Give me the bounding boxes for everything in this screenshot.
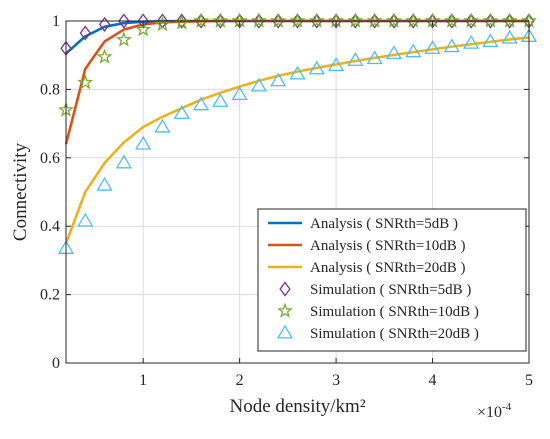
data-point bbox=[482, 12, 499, 28]
data-point bbox=[98, 16, 111, 33]
series-2 bbox=[64, 19, 529, 145]
data-point bbox=[270, 12, 287, 28]
y-tick-label: 0.6 bbox=[40, 150, 60, 167]
legend-entry: Analysis ( SNRth=20dB ) bbox=[310, 260, 466, 276]
data-point bbox=[77, 74, 94, 90]
data-point bbox=[366, 12, 383, 28]
axis-ticks: 1 2 3 4 5 0 0.2 0.4 0.6 0.8 1 bbox=[40, 13, 533, 389]
x-tick-label: 5 bbox=[525, 372, 533, 389]
x-exponent-power: -4 bbox=[502, 401, 512, 413]
data-point bbox=[250, 12, 267, 28]
legend-box bbox=[257, 208, 527, 352]
legend-entry: Analysis ( SNRth=5dB ) bbox=[310, 216, 458, 232]
data-point bbox=[137, 13, 149, 29]
x-axis-exponent: ×10-4 bbox=[477, 401, 512, 421]
legend-entry: Simulation ( SNRth=5dB ) bbox=[310, 282, 471, 298]
series-5 bbox=[58, 12, 537, 117]
data-point bbox=[270, 72, 287, 87]
data-point bbox=[289, 65, 306, 80]
data-point bbox=[443, 38, 460, 53]
x-axis-label: Node density/km² bbox=[229, 396, 365, 417]
data-point bbox=[192, 96, 210, 111]
legend-swatch bbox=[277, 302, 293, 318]
y-axis-label: Connectivity bbox=[10, 142, 31, 241]
legend: Analysis ( SNRth=5dB ) Analysis ( SNRth=1… bbox=[257, 208, 527, 352]
legend-entry: Simulation ( SNRth=10dB ) bbox=[310, 304, 479, 320]
data-point bbox=[173, 105, 190, 119]
data-point bbox=[289, 12, 306, 28]
data-point bbox=[347, 52, 364, 66]
y-tick-label: 0.2 bbox=[40, 287, 60, 304]
data-point bbox=[96, 48, 113, 64]
data-point bbox=[212, 93, 229, 107]
x-tick-label: 4 bbox=[429, 372, 437, 389]
data-point bbox=[308, 12, 325, 28]
y-tick-label: 0 bbox=[52, 355, 60, 372]
data-point bbox=[79, 25, 91, 41]
data-point bbox=[212, 12, 229, 28]
data-point bbox=[77, 212, 94, 227]
y-tick-label: 0.8 bbox=[40, 81, 60, 98]
data-point bbox=[443, 12, 460, 28]
x-exponent-base: ×10 bbox=[477, 404, 502, 421]
series-6 bbox=[57, 28, 538, 254]
axes-box bbox=[65, 20, 530, 364]
x-tick-label: 1 bbox=[139, 372, 147, 389]
data-point bbox=[135, 21, 152, 37]
legend-swatch bbox=[279, 281, 291, 297]
x-tick-label: 3 bbox=[332, 372, 340, 389]
legend-entry: Analysis ( SNRth=10dB ) bbox=[310, 238, 466, 254]
data-point bbox=[327, 57, 345, 72]
data-point bbox=[250, 77, 268, 92]
data-point bbox=[424, 40, 441, 54]
data-point bbox=[405, 12, 422, 28]
data-point bbox=[405, 43, 422, 58]
data-point bbox=[135, 135, 152, 150]
data-point bbox=[176, 13, 188, 29]
data-point bbox=[115, 154, 133, 169]
data-point bbox=[154, 118, 171, 133]
data-point bbox=[462, 34, 480, 49]
data-point bbox=[501, 12, 518, 28]
y-tick-label: 0.4 bbox=[40, 218, 60, 235]
data-point bbox=[118, 13, 130, 29]
data-point bbox=[385, 45, 403, 60]
data-point bbox=[193, 12, 210, 28]
series-3 bbox=[64, 36, 530, 244]
data-point bbox=[463, 12, 480, 28]
y-tick-label: 1 bbox=[52, 13, 60, 30]
data-point bbox=[154, 16, 171, 32]
series-line bbox=[64, 19, 529, 145]
legend-swatch bbox=[276, 324, 294, 339]
data-point bbox=[308, 60, 325, 75]
series-line bbox=[64, 36, 530, 244]
data-point bbox=[366, 50, 383, 65]
x-tick-label: 2 bbox=[236, 372, 244, 389]
data-point bbox=[231, 86, 248, 101]
data-point bbox=[96, 176, 113, 191]
data-point bbox=[115, 31, 132, 47]
legend-entry: Simulation ( SNRth=20dB ) bbox=[310, 326, 479, 342]
data-point bbox=[501, 29, 518, 44]
data-point bbox=[347, 12, 364, 28]
data-point bbox=[385, 12, 402, 28]
data-point bbox=[482, 33, 499, 48]
